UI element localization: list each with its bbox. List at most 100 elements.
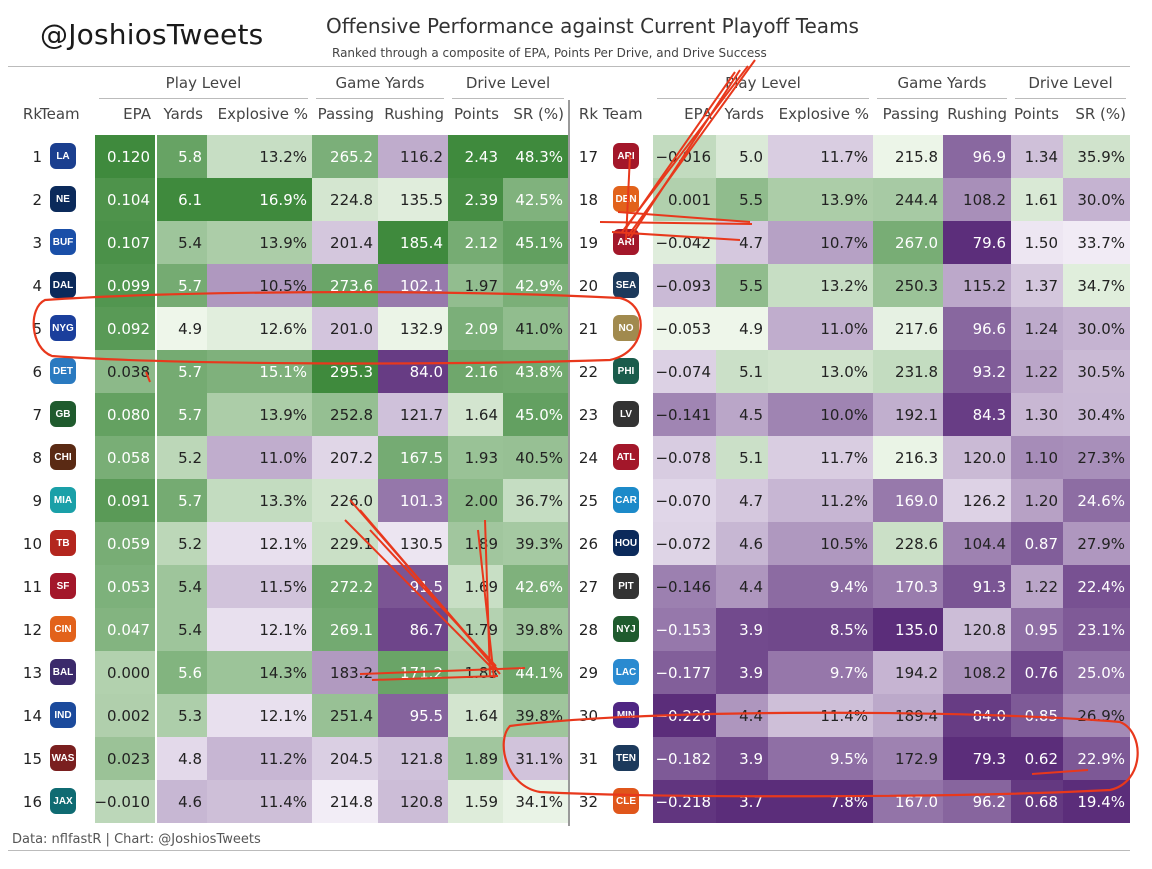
chargers-bolt-icon: LAC xyxy=(613,659,639,685)
epa-cell: 0.001 xyxy=(653,178,716,221)
passing-cell: 201.4 xyxy=(312,221,378,264)
passing-cell: 252.8 xyxy=(312,393,378,436)
passing-cell: 224.8 xyxy=(312,178,378,221)
passing-cell: 228.6 xyxy=(873,522,943,565)
rushing-cell: 93.2 xyxy=(943,350,1011,393)
column-header: EPA xyxy=(684,105,712,123)
explosive-cell: 9.5% xyxy=(768,737,873,780)
rank-cell: 32 xyxy=(578,792,598,811)
rushing-cell: 102.1 xyxy=(378,264,448,307)
explosive-cell: 13.9% xyxy=(207,393,312,436)
explosive-cell: 13.9% xyxy=(768,178,873,221)
points-cell: 2.00 xyxy=(448,479,503,522)
explosive-cell: 10.5% xyxy=(768,522,873,565)
49ers-icon: SF xyxy=(50,573,76,599)
passing-cell: 189.4 xyxy=(873,694,943,737)
bengals-icon: CIN xyxy=(50,616,76,642)
yards-cell: 5.7 xyxy=(157,393,207,436)
passing-cell: 267.0 xyxy=(873,221,943,264)
epa-cell: −0.074 xyxy=(653,350,716,393)
rank-cell: 17 xyxy=(578,147,598,166)
passing-cell: 192.1 xyxy=(873,393,943,436)
epa-cell: 0.000 xyxy=(95,651,155,694)
sr-cell: 41.0% xyxy=(503,307,568,350)
explosive-cell: 11.4% xyxy=(207,780,312,823)
titans-icon: TEN xyxy=(613,745,639,771)
eagles-icon: PHI xyxy=(613,358,639,384)
column-group-header: Game Yards xyxy=(897,74,987,92)
passing-cell: 204.5 xyxy=(312,737,378,780)
seahawks-icon: SEA xyxy=(613,272,639,298)
epa-cell: 0.059 xyxy=(95,522,155,565)
explosive-cell: 7.8% xyxy=(768,780,873,823)
sr-cell: 22.9% xyxy=(1063,737,1130,780)
passing-cell: 226.0 xyxy=(312,479,378,522)
epa-cell: −0.182 xyxy=(653,737,716,780)
passing-cell: 229.1 xyxy=(312,522,378,565)
rank-cell: 5 xyxy=(32,319,42,338)
column-group-header: Drive Level xyxy=(465,74,551,92)
yards-cell: 4.9 xyxy=(716,307,768,350)
points-cell: 0.95 xyxy=(1011,608,1063,651)
passing-cell: 215.8 xyxy=(873,135,943,178)
sr-cell: 45.0% xyxy=(503,393,568,436)
rushing-cell: 108.2 xyxy=(943,651,1011,694)
sr-cell: 30.4% xyxy=(1063,393,1130,436)
author-handle: @JoshiosTweets xyxy=(40,18,264,51)
yards-cell: 4.5 xyxy=(716,393,768,436)
yards-cell: 4.7 xyxy=(716,221,768,264)
points-cell: 1.69 xyxy=(448,565,503,608)
sr-cell: 23.1% xyxy=(1063,608,1130,651)
dolphins-icon: MIA xyxy=(50,487,76,513)
passing-cell: 251.4 xyxy=(312,694,378,737)
rushing-cell: 79.6 xyxy=(943,221,1011,264)
browns-helmet-icon: CLE xyxy=(613,788,639,814)
epa-cell: 0.047 xyxy=(95,608,155,651)
passing-cell: 231.8 xyxy=(873,350,943,393)
center-divider xyxy=(568,100,570,826)
sr-cell: 30.0% xyxy=(1063,178,1130,221)
points-cell: 1.97 xyxy=(448,264,503,307)
passing-cell: 183.2 xyxy=(312,651,378,694)
column-group-header: Play Level xyxy=(725,74,801,92)
raiders-shield-icon: LV xyxy=(613,401,639,427)
rushing-cell: 96.9 xyxy=(943,135,1011,178)
sr-cell: 35.9% xyxy=(1063,135,1130,178)
rank-cell: 19 xyxy=(578,233,598,252)
sr-cell: 42.5% xyxy=(503,178,568,221)
points-cell: 2.09 xyxy=(448,307,503,350)
column-group-rule xyxy=(316,98,444,99)
yards-cell: 5.2 xyxy=(157,522,207,565)
epa-cell: −0.070 xyxy=(653,479,716,522)
explosive-cell: 12.6% xyxy=(207,307,312,350)
yards-cell: 5.7 xyxy=(157,264,207,307)
points-cell: 1.89 xyxy=(448,737,503,780)
rank-cell: 9 xyxy=(32,491,42,510)
sr-cell: 44.1% xyxy=(503,651,568,694)
yards-cell: 4.8 xyxy=(157,737,207,780)
rushing-cell: 101.3 xyxy=(378,479,448,522)
points-cell: 1.64 xyxy=(448,694,503,737)
passing-cell: 217.6 xyxy=(873,307,943,350)
yards-cell: 6.1 xyxy=(157,178,207,221)
rushing-cell: 84.0 xyxy=(943,694,1011,737)
explosive-cell: 11.7% xyxy=(768,436,873,479)
rank-cell: 27 xyxy=(578,577,598,596)
broncos-icon: DEN xyxy=(613,186,639,212)
sr-cell: 30.0% xyxy=(1063,307,1130,350)
yards-cell: 3.9 xyxy=(716,651,768,694)
passing-cell: 194.2 xyxy=(873,651,943,694)
rank-cell: 2 xyxy=(32,190,42,209)
rushing-cell: 91.3 xyxy=(943,565,1011,608)
jaguars-icon: JAX xyxy=(50,788,76,814)
epa-cell: 0.099 xyxy=(95,264,155,307)
yards-cell: 3.9 xyxy=(716,608,768,651)
epa-cell: −0.078 xyxy=(653,436,716,479)
epa-cell: 0.023 xyxy=(95,737,155,780)
rams-horn-icon: LA xyxy=(50,143,76,169)
rushing-cell: 135.5 xyxy=(378,178,448,221)
sr-cell: 25.0% xyxy=(1063,651,1130,694)
explosive-cell: 11.0% xyxy=(768,307,873,350)
rank-cell: 15 xyxy=(22,749,42,768)
yards-cell: 5.5 xyxy=(716,264,768,307)
